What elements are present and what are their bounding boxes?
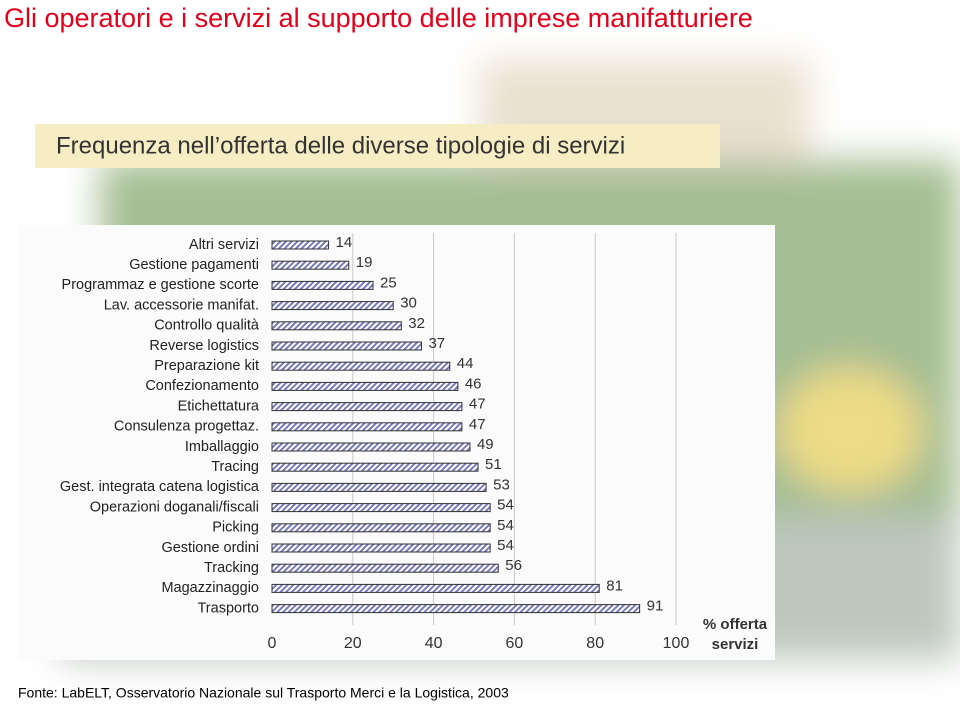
bar [271,381,459,391]
y-tick-label: Gestione ordini [161,540,259,556]
source: Fonte: LabELT, Osservatorio Nazionale su… [18,685,509,701]
value-label: 30 [400,295,417,312]
y-tick-label: Operazioni doganali/fiscali [90,499,259,515]
chart-subtitle: Frequenza nell’offerta delle diverse tip… [56,132,625,159]
bar [271,543,491,553]
value-label: 54 [497,497,514,514]
y-tick-label: Gest. integrata catena logistica [60,479,260,495]
bar [271,604,641,614]
y-tick-label: Confezionamento [145,378,259,394]
bar [271,240,330,250]
y-tick-label: Trasporto [197,600,259,616]
chart-title: Gli operatori e i servizi al supporto de… [4,3,753,33]
bar [271,361,451,371]
bar [271,563,499,573]
x-tick-label: 0 [268,635,277,652]
value-label: 81 [606,577,623,594]
bar [271,482,487,492]
y-tick-label: Gestione pagamenti [129,257,259,273]
value-label: 32 [408,315,425,332]
value-label: 25 [380,274,397,291]
value-label: 54 [497,517,514,534]
bar [271,301,394,311]
subtitle-box [35,124,720,168]
x-tick-label: 40 [425,635,443,652]
y-tick-label: Lav. accessorie manifat. [104,297,259,313]
y-tick-label: Tracking [204,560,259,576]
value-label: 49 [477,436,494,453]
y-tick-label: Magazzinaggio [161,580,259,596]
value-label: 37 [428,335,445,352]
bar [271,280,374,290]
bar [271,462,479,472]
y-tick-label: Tracing [211,459,259,475]
x-tick-label: 100 [663,635,690,652]
bar [271,260,350,270]
value-label: 47 [469,416,486,433]
bar [271,442,471,452]
x-tick-label: 60 [506,635,524,652]
value-label: 54 [497,537,514,554]
y-tick-label: Picking [212,520,259,536]
bar [271,503,491,513]
value-label: 19 [356,254,373,271]
y-tick-label: Programmaz e gestione scorte [62,277,259,293]
bar [271,583,600,593]
y-tick-label: Preparazione kit [154,358,259,374]
y-tick-label: Reverse logistics [149,338,259,354]
value-label: 14 [336,234,353,251]
x-tick-label: 20 [344,635,362,652]
y-tick-label: Etichettatura [178,398,260,414]
bar [271,321,402,331]
value-label: 53 [493,476,510,493]
y-tick-label: Altri servizi [189,237,259,253]
value-label: 47 [469,396,486,413]
x-tick-label: 80 [586,635,604,652]
value-label: 44 [457,355,474,372]
bar [271,341,422,351]
value-label: 46 [465,375,482,392]
value-label: 56 [505,557,522,574]
bar [271,422,463,432]
y-tick-label: Consulenza progettaz. [114,419,259,435]
bar [271,523,491,533]
value-label: 51 [485,456,502,473]
x-axis-label: % offerta servizi [702,616,768,653]
y-tick-label: Controllo qualità [154,318,260,334]
y-tick-label: Imballaggio [185,439,259,455]
bar [271,402,463,412]
value-label: 91 [647,598,664,615]
